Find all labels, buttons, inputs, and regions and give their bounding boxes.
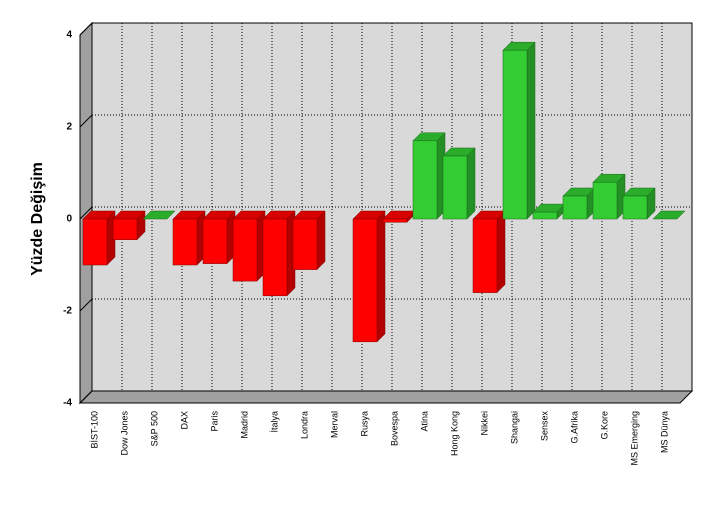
x-tick-label: S&P 500 — [149, 411, 159, 446]
bar-group — [202, 210, 236, 265]
bar-group — [112, 210, 146, 241]
bar-side — [466, 147, 476, 220]
bar — [112, 218, 138, 240]
tick-mark — [79, 298, 93, 312]
tick-mark — [79, 114, 93, 128]
bar-group — [352, 210, 386, 343]
x-tick-label: G.Kore — [599, 411, 609, 440]
x-tick-label: Rusya — [359, 411, 369, 437]
floor — [78, 390, 694, 404]
y-tick-label: -2 — [63, 306, 72, 317]
bar — [352, 218, 378, 343]
bar-group — [592, 173, 626, 220]
bar-group — [172, 210, 206, 266]
x-tick-label: G.Afrika — [569, 411, 579, 444]
bar — [382, 218, 408, 223]
x-tick-label: Paris — [209, 411, 219, 432]
bar — [262, 218, 288, 297]
x-tick-label: Dow Jones — [119, 411, 129, 456]
bar — [562, 195, 588, 220]
bar — [622, 195, 648, 220]
bar — [412, 140, 438, 220]
tick-mark — [79, 22, 93, 36]
bar — [472, 218, 498, 293]
bar — [592, 181, 618, 220]
bar-group — [262, 210, 296, 297]
y-tick-label: -4 — [63, 398, 72, 409]
x-tick-label: Bovespa — [389, 411, 399, 446]
x-tick-label: Atina — [419, 411, 429, 432]
y-tick-label: 0 — [66, 214, 72, 225]
bar-side — [496, 210, 506, 294]
bar-group — [82, 210, 116, 266]
bar — [532, 211, 558, 220]
bar-side — [376, 210, 386, 343]
bar-group — [232, 210, 266, 282]
bar — [232, 218, 258, 282]
tick-mark — [79, 206, 93, 220]
x-tick-label: Sensex — [539, 411, 549, 442]
x-tick-label: DAX — [179, 411, 189, 430]
bar-top — [142, 210, 176, 220]
y-tick-label: 4 — [66, 30, 72, 41]
x-tick-label: Hong Kong — [449, 411, 459, 456]
bar-group — [472, 210, 506, 294]
x-tick-label: Shangai — [509, 411, 519, 444]
x-tick-label: MS Emerging — [629, 411, 639, 466]
bar — [442, 155, 468, 220]
x-tick-label: Nikkei — [479, 411, 489, 436]
bar — [202, 218, 228, 264]
bar-top — [652, 210, 686, 220]
bar-group — [292, 210, 326, 271]
bar-group — [442, 147, 476, 220]
bar — [82, 218, 108, 266]
y-tick-label: 2 — [66, 122, 72, 133]
bar — [172, 218, 198, 266]
bar-group — [622, 187, 656, 220]
bar-group — [382, 210, 416, 223]
bar-group — [142, 210, 176, 220]
x-tick-label: MS Dünya — [659, 411, 669, 453]
x-tick-label: İtalya — [269, 411, 279, 433]
x-tick-label: Merval — [329, 411, 339, 438]
x-tick-label: Madrid — [239, 411, 249, 439]
x-tick-label: BİST-100 — [89, 411, 99, 449]
bar — [502, 49, 528, 220]
bar-side — [526, 41, 536, 220]
x-tick-label: Londra — [299, 411, 309, 439]
bar-group — [652, 210, 686, 220]
bar — [292, 218, 318, 270]
bar-group — [502, 41, 536, 220]
tick-mark — [79, 390, 93, 404]
bar-group — [562, 187, 596, 220]
bar-group — [412, 132, 446, 220]
y-axis-label: Yüzde Değişim — [29, 162, 46, 276]
bar-side — [316, 210, 326, 271]
